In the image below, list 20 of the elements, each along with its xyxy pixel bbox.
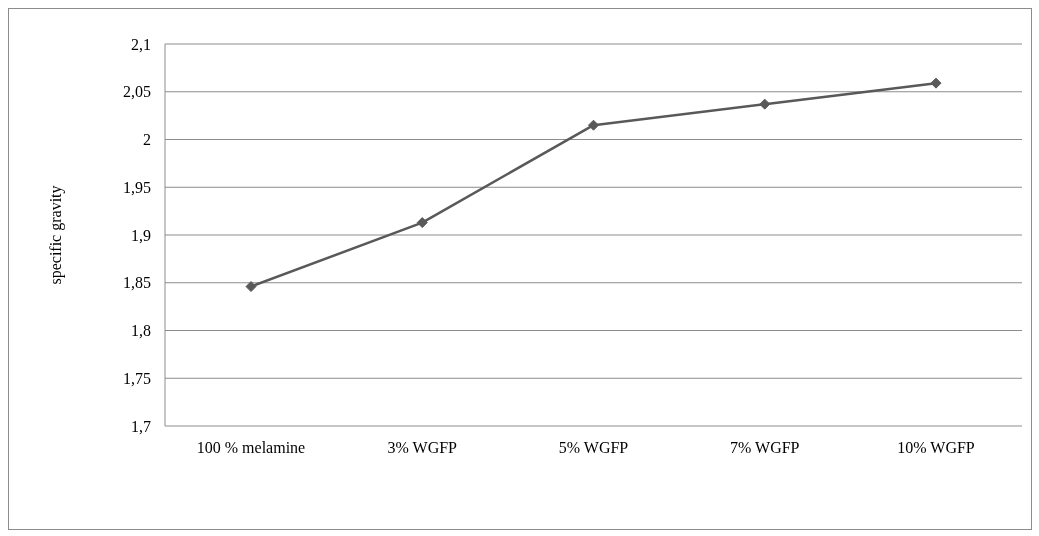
- y-tick-label: 1,95: [123, 178, 151, 196]
- x-tick-label: 5% WGFP: [558, 439, 629, 457]
- x-tick-label: 100 % melamine: [196, 439, 306, 457]
- y-tick-label: 2,05: [123, 83, 151, 101]
- y-tick-label: 1,7: [131, 417, 151, 435]
- x-tick-label: 3% WGFP: [387, 439, 458, 457]
- y-tick-label: 1,85: [123, 274, 151, 292]
- x-tick-label: 7% WGFP: [730, 439, 800, 457]
- y-tick-label: 2: [143, 131, 151, 149]
- x-tick-label: 10% WGFP: [897, 439, 975, 457]
- y-tick-label: 1,9: [131, 226, 151, 244]
- point: [245, 281, 257, 293]
- point: [416, 217, 428, 229]
- point: [759, 98, 771, 110]
- y-tick-label: 1,75: [123, 369, 151, 387]
- y-axis-title: specific gravity: [46, 185, 65, 285]
- y-tick-label: 2,1: [131, 35, 151, 53]
- point: [588, 119, 599, 131]
- point: [930, 77, 942, 89]
- y-tick-label: 1,8: [131, 322, 151, 340]
